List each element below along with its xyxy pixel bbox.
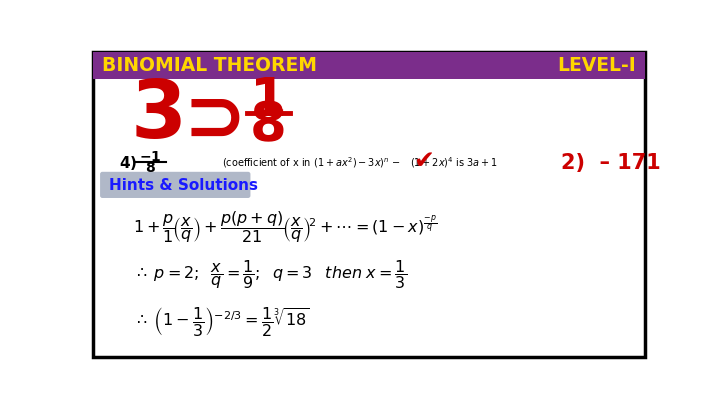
Text: $\mathbf{8}$: $\mathbf{8}$ <box>249 100 284 151</box>
Text: $\therefore\; \left(1 - \dfrac{1}{3}\right)^{-2/3} = \dfrac{1}{2}\sqrt[3]{18}$: $\therefore\; \left(1 - \dfrac{1}{3}\rig… <box>132 305 309 339</box>
Text: $\mathbf{3}$: $\mathbf{3}$ <box>130 77 181 156</box>
Text: $1 + \dfrac{p}{1}\!\left(\dfrac{x}{q}\right) + \dfrac{p(p+q)}{21}\!\left(\dfrac{: $1 + \dfrac{p}{1}\!\left(\dfrac{x}{q}\ri… <box>132 209 436 245</box>
Text: $\mathbf{8}$: $\mathbf{8}$ <box>145 161 156 175</box>
Text: $\mathbf{\supset}$: $\mathbf{\supset}$ <box>168 83 240 156</box>
Text: BINOMIAL THEOREM: BINOMIAL THEOREM <box>102 56 318 75</box>
FancyBboxPatch shape <box>100 172 251 198</box>
Text: 2)  – 171: 2) – 171 <box>561 153 661 173</box>
FancyBboxPatch shape <box>93 52 645 79</box>
Text: LEVEL-I: LEVEL-I <box>557 56 636 75</box>
Text: Hints & Solutions: Hints & Solutions <box>109 178 258 193</box>
Text: $\therefore\; p = 2;\;\; \dfrac{x}{q} = \dfrac{1}{9};\;\; q = 3 \;\;\; \mathit{t: $\therefore\; p = 2;\;\; \dfrac{x}{q} = … <box>132 258 407 291</box>
Text: $\mathbf{-1}$: $\mathbf{-1}$ <box>139 150 161 164</box>
Text: $(1+2x)^4$ is $3a+1$: $(1+2x)^4$ is $3a+1$ <box>410 155 498 170</box>
Text: (coefficient of x in $(1+ax^2)-3x)^n$ $-$: (coefficient of x in $(1+ax^2)-3x)^n$ $-… <box>222 155 400 170</box>
Text: $\mathbf{4)}$: $\mathbf{4)}$ <box>120 153 138 172</box>
Text: ✔: ✔ <box>413 149 433 173</box>
FancyBboxPatch shape <box>93 52 645 357</box>
Text: $\mathbf{1}$: $\mathbf{1}$ <box>249 75 284 127</box>
